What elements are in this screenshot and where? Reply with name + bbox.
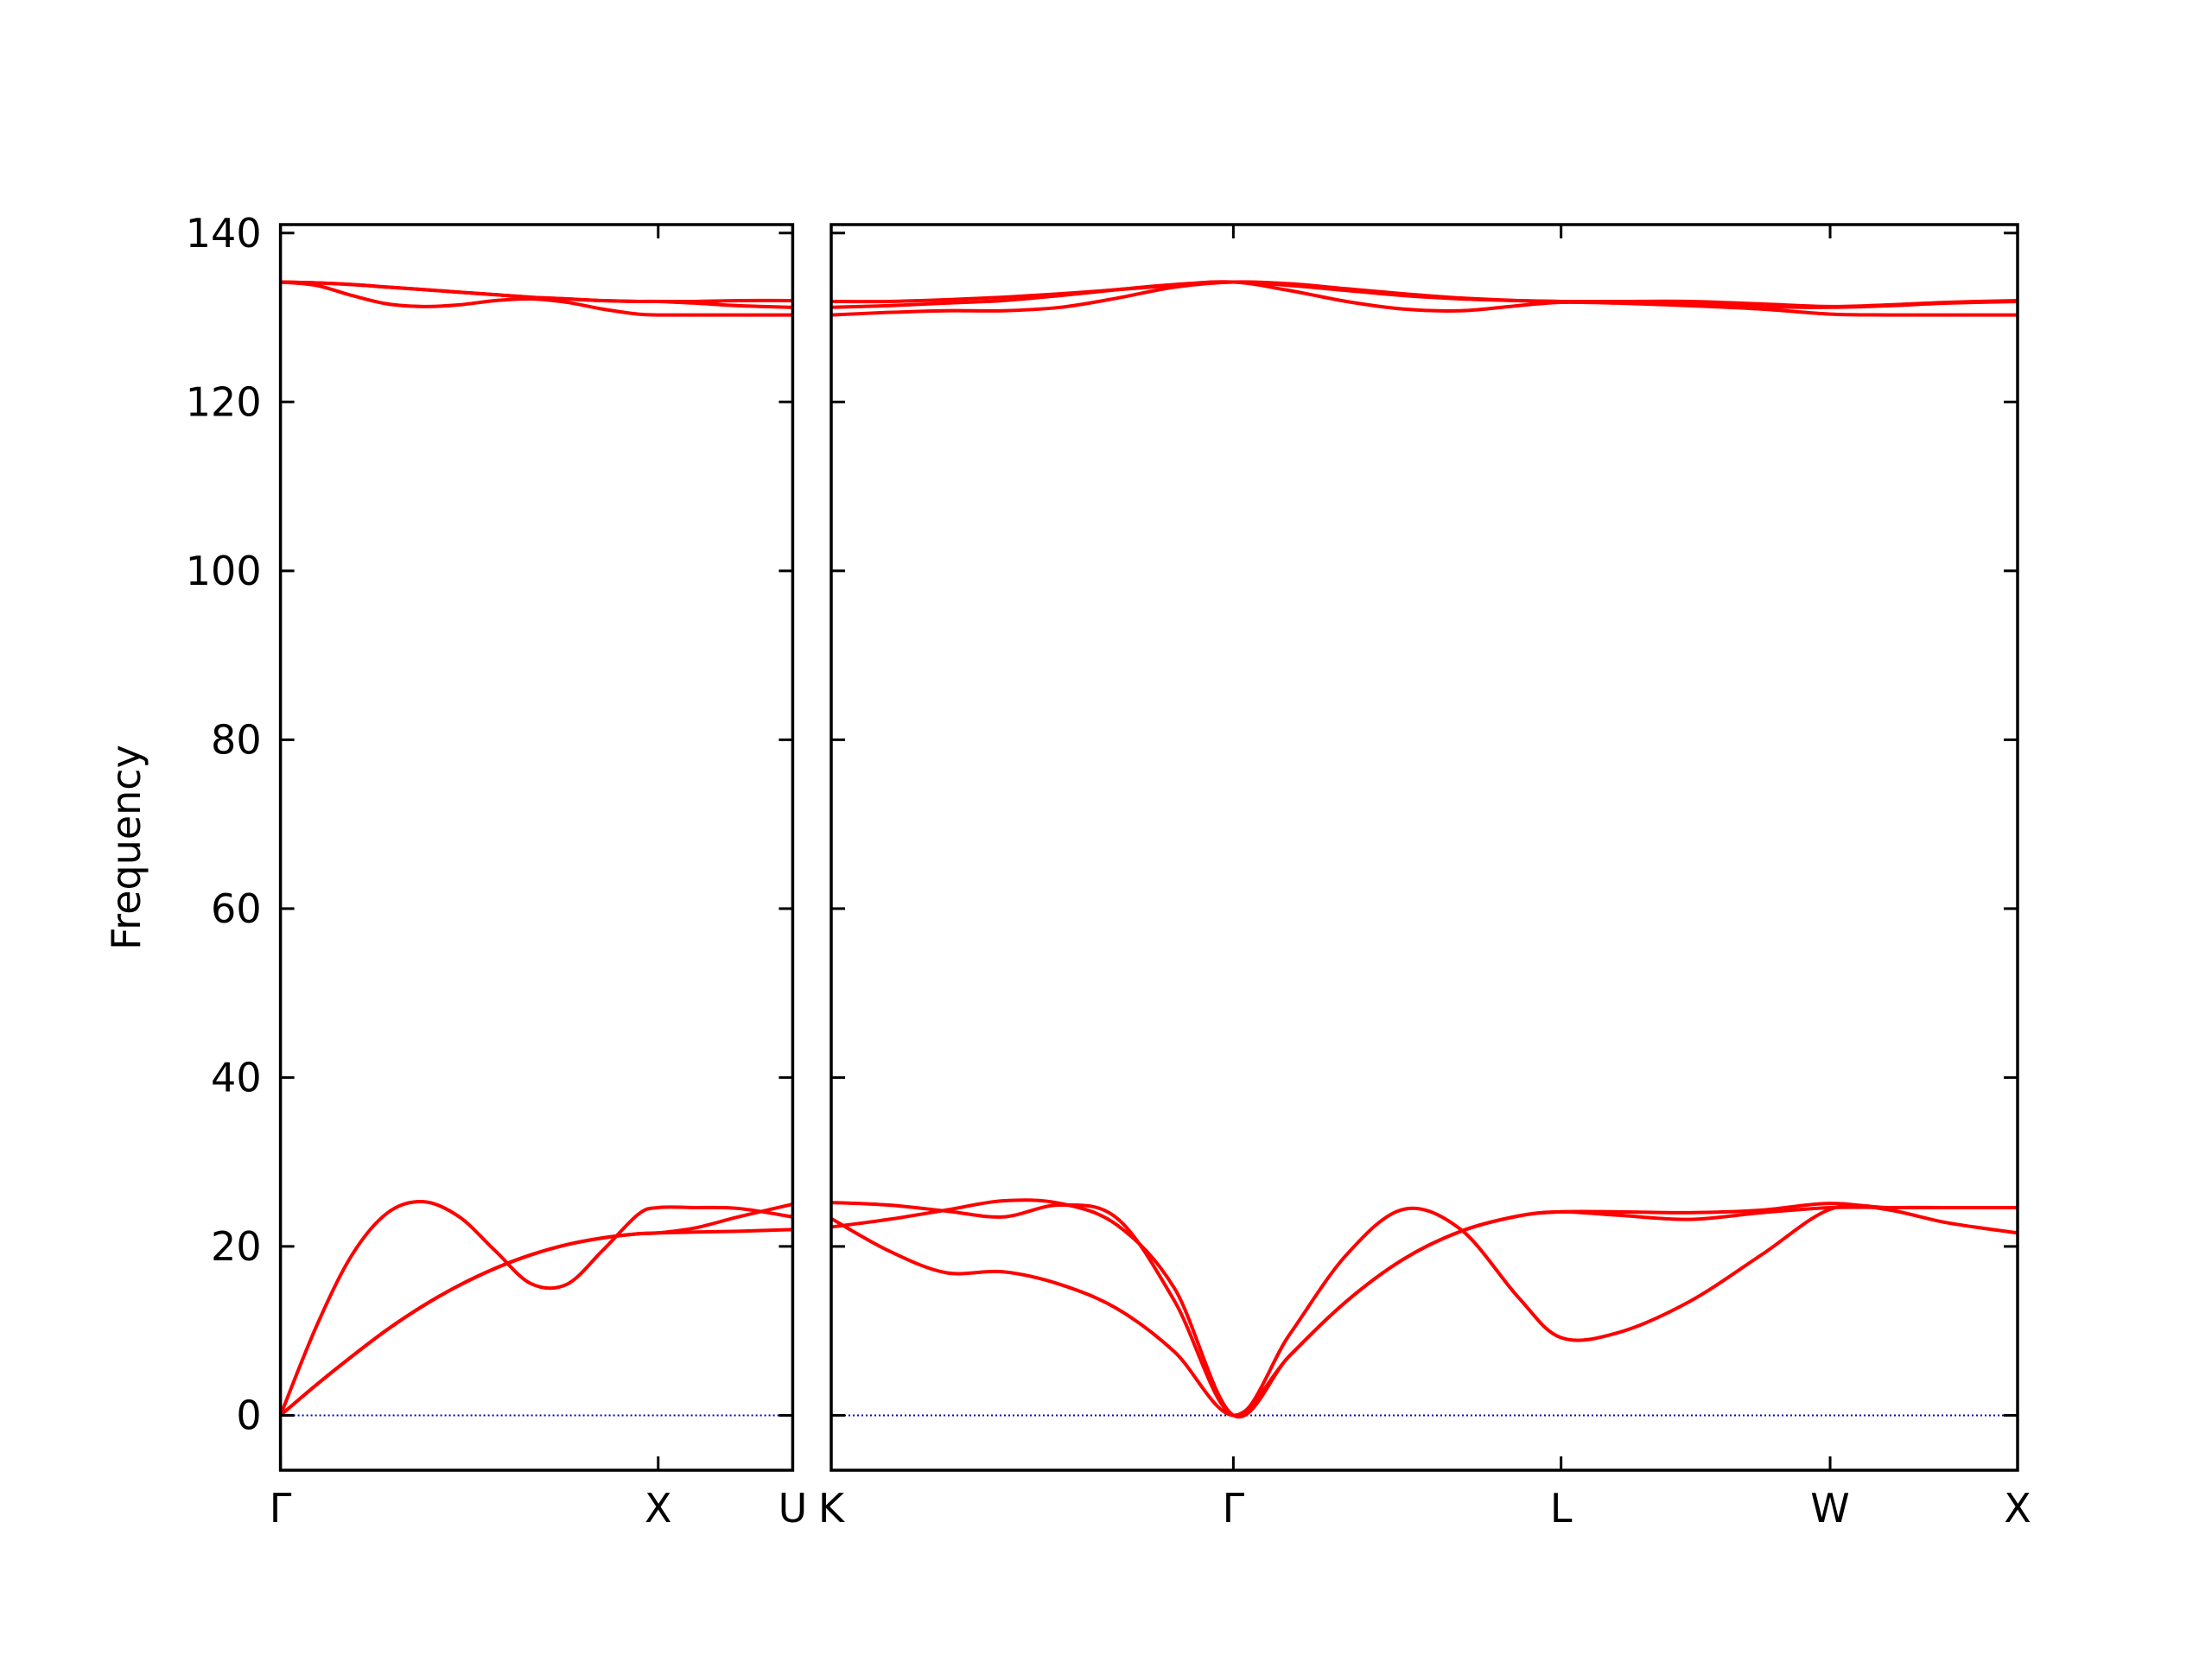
band-line	[830, 1198, 2018, 1419]
x-tick-label: U	[779, 1485, 808, 1532]
band-line	[830, 280, 2018, 317]
y-tick-label: 60	[211, 885, 262, 932]
y-tick-label: 140	[186, 210, 262, 257]
y-axis-label: Frequency	[103, 745, 149, 950]
y-tick-label: 20	[211, 1223, 262, 1270]
x-tick-label: W	[1810, 1485, 1849, 1532]
y-tick-label: 120	[186, 378, 262, 425]
band-line	[830, 1201, 2018, 1418]
band-line	[280, 280, 793, 309]
y-tick-label: 0	[236, 1392, 261, 1438]
plot-frame	[830, 223, 2019, 1472]
band-line	[279, 1227, 793, 1417]
band-line	[278, 1200, 793, 1417]
x-tick-label: Γ	[270, 1485, 292, 1532]
band-line	[830, 1202, 2018, 1418]
x-tick-label: Γ	[1223, 1485, 1245, 1532]
y-tick-label: 40	[211, 1054, 262, 1101]
band-line	[830, 280, 2018, 317]
x-tick-label: X	[2004, 1485, 2031, 1532]
y-tick-label: 80	[211, 716, 262, 763]
plot-frame	[278, 223, 795, 1472]
x-tick-label: K	[818, 1485, 846, 1532]
x-tick-label: L	[1550, 1485, 1573, 1532]
band-line	[279, 1202, 793, 1417]
y-tick-label: 100	[186, 548, 262, 594]
x-tick-label: X	[645, 1485, 672, 1532]
